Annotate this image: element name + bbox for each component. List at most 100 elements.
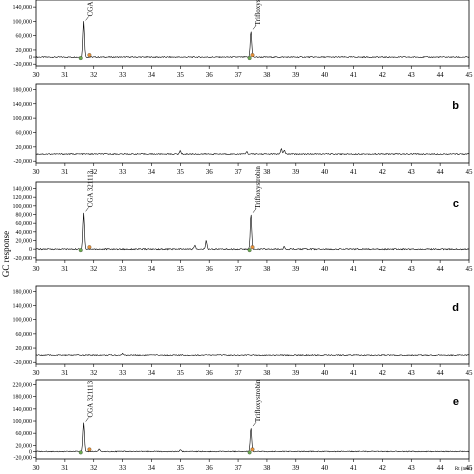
- x-tick-label: 33: [119, 464, 127, 472]
- y-tick-label: 20,000: [16, 145, 33, 151]
- x-tick-label: 45: [466, 168, 474, 176]
- x-tick-label: 44: [437, 168, 445, 176]
- x-tick-label: 45: [466, 464, 474, 472]
- peak-label: CGA 321113: [87, 0, 95, 16]
- x-tick-label: 40: [321, 369, 329, 377]
- x-tick-label: 39: [292, 265, 300, 273]
- x-tick-label: 34: [148, 71, 156, 79]
- chromatogram-panel-4: 180,000 140,000 100,000 60,000 20,000 -20,000…: [13, 285, 474, 377]
- x-tick-label: 38: [263, 464, 271, 472]
- y-tick-label: 20,000: [16, 346, 33, 352]
- panel-label: e: [453, 396, 459, 408]
- x-tick-label: 32: [90, 369, 98, 377]
- x-tick-label: 33: [119, 369, 127, 377]
- x-tick-label: 36: [206, 464, 214, 472]
- x-tick-label: 42: [379, 369, 387, 377]
- y-tick-label: 80,000: [16, 213, 33, 219]
- integration-marker: [250, 245, 255, 250]
- x-tick-label: 43: [408, 168, 416, 176]
- plot-frame: [35, 83, 470, 164]
- integration-marker: [247, 56, 252, 61]
- x-tick-label: 43: [408, 71, 416, 79]
- integration-marker: [247, 248, 252, 253]
- y-tick-label: 140,000: [13, 304, 33, 310]
- x-tick-label: 41: [350, 369, 358, 377]
- y-tick-label: 140,000: [13, 102, 33, 108]
- x-tick-label: 41: [350, 71, 358, 79]
- x-tick-label: 30: [33, 369, 41, 377]
- x-tick-label: 40: [321, 265, 329, 273]
- x-tick-label: 35: [177, 464, 185, 472]
- x-tick-label: 31: [61, 369, 69, 377]
- x-tick-label: 38: [263, 369, 271, 377]
- x-tick-label: 41: [350, 168, 358, 176]
- x-tick-label: 33: [119, 168, 127, 176]
- plot-frame: [35, 379, 470, 460]
- x-tick-label: 35: [177, 369, 185, 377]
- x-tick-label: 30: [33, 265, 41, 273]
- y-tick-label: 120,000: [13, 195, 33, 201]
- y-tick-label: 0: [29, 449, 32, 455]
- x-tick-label: 42: [379, 71, 387, 79]
- x-tick-label: 45: [466, 369, 474, 377]
- peak-label: Trifloxystrobin: [254, 379, 262, 422]
- integration-marker: [87, 245, 92, 250]
- y-tick-label: 180,000: [13, 289, 33, 295]
- x-tick-label: 41: [350, 265, 358, 273]
- x-tick-label: 32: [90, 265, 98, 273]
- integration-marker: [87, 447, 92, 452]
- y-tick-label: 60,000: [16, 332, 33, 338]
- y-tick-label: 140,000: [13, 407, 33, 413]
- y-tick-label: -20,000: [14, 256, 33, 262]
- x-tick-label: 37: [235, 71, 243, 79]
- x-tick-label: 32: [90, 464, 98, 472]
- x-tick-label: 32: [90, 168, 98, 176]
- x-tick-label: 39: [292, 71, 300, 79]
- x-tick-label: 44: [437, 369, 445, 377]
- integration-marker: [250, 447, 255, 452]
- x-axis-unit-note: Rt (min): [455, 467, 472, 472]
- x-tick-label: 33: [119, 71, 127, 79]
- x-tick-label: 30: [33, 464, 41, 472]
- chromatogram-trace: [35, 352, 470, 357]
- x-tick-label: 33: [119, 265, 127, 273]
- x-tick-label: 36: [206, 265, 214, 273]
- y-tick-label: 60,000: [16, 130, 33, 136]
- x-tick-label: 45: [466, 265, 474, 273]
- x-tick-label: 36: [206, 71, 214, 79]
- x-tick-label: 35: [177, 168, 185, 176]
- peak-label: Trifloxystrobin: [254, 166, 262, 209]
- x-tick-label: 42: [379, 265, 387, 273]
- integration-marker: [78, 248, 83, 253]
- y-tick-label: 100,000: [13, 19, 33, 25]
- x-tick-label: 31: [61, 464, 69, 472]
- y-tick-label: -20,000: [14, 159, 33, 165]
- x-tick-label: 34: [148, 369, 156, 377]
- x-tick-label: 31: [61, 71, 69, 79]
- x-tick-label: 44: [437, 71, 445, 79]
- x-tick-label: 38: [263, 168, 271, 176]
- y-tick-label: 140,000: [13, 187, 33, 193]
- x-tick-label: 35: [177, 265, 185, 273]
- x-tick-label: 37: [235, 464, 243, 472]
- peak-pointer: [252, 25, 257, 30]
- y-tick-label: 40,000: [16, 230, 33, 236]
- x-tick-label: 37: [235, 369, 243, 377]
- integration-marker: [250, 53, 255, 58]
- peak-pointer: [252, 208, 257, 213]
- plot-frame: [35, 0, 470, 67]
- y-tick-label: 100,000: [13, 204, 33, 210]
- y-tick-label: 0: [29, 247, 32, 253]
- peak-pointer: [252, 421, 257, 427]
- y-tick-label: 180,000: [13, 87, 33, 93]
- peak-pointer: [85, 16, 89, 21]
- y-tick-label: 100,000: [13, 318, 33, 324]
- x-tick-label: 37: [235, 265, 243, 273]
- panel-label: d: [452, 302, 459, 314]
- y-tick-label: 60,000: [16, 221, 33, 227]
- x-tick-label: 39: [292, 168, 300, 176]
- chromatogram-panel-2: 180,000 140,000 100,000 60,000 20,000 -20,000…: [13, 83, 474, 176]
- integration-marker: [247, 450, 252, 455]
- panel-label: c: [453, 198, 459, 210]
